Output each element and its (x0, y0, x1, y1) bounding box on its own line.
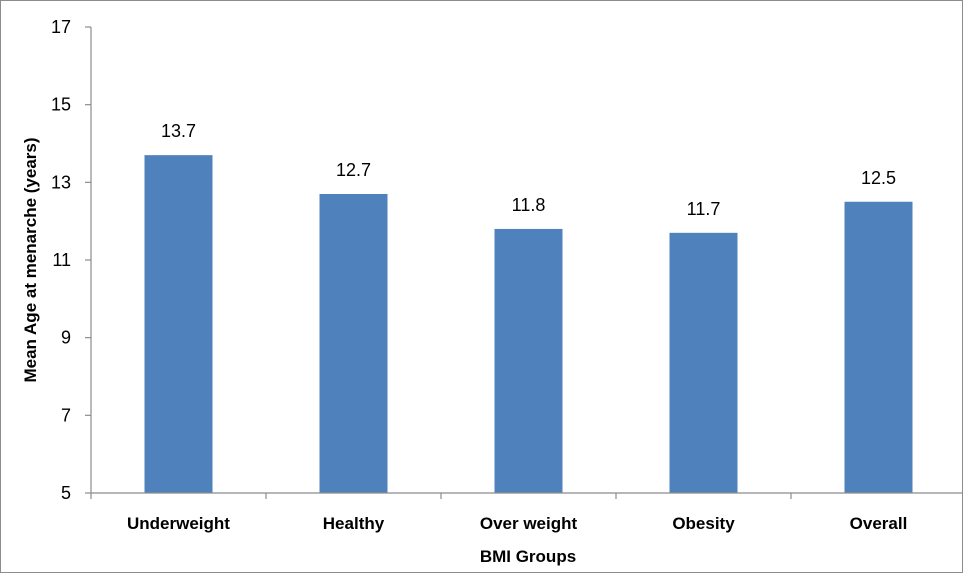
data-label: 13.7 (161, 121, 196, 141)
y-tick-label: 15 (51, 95, 71, 115)
x-axis-title: BMI Groups (480, 547, 576, 566)
bar-healthy (319, 193, 388, 493)
x-category-label: Healthy (323, 514, 385, 533)
y-tick-label: 5 (61, 483, 71, 503)
data-label: 11.8 (512, 195, 546, 215)
data-labels: 13.7 12.7 11.8 11.7 12.5 (161, 121, 896, 219)
y-axis-title: Mean Age at menarche (years) (21, 137, 40, 382)
x-axis-ticks: Underweight Healthy Over weight Obesity Over… (90, 493, 908, 533)
x-category-label: Obesity (672, 514, 735, 533)
y-tick-label: 9 (61, 328, 71, 348)
bar-underweight (144, 155, 213, 493)
y-axis-ticks: 5 7 9 11 13 15 17 (51, 17, 91, 503)
x-category-label: Underweight (127, 514, 230, 533)
data-label: 12.5 (861, 168, 896, 188)
y-tick-label: 17 (51, 17, 71, 37)
y-tick-label: 7 (61, 405, 71, 425)
data-label: 11.7 (687, 199, 721, 219)
y-tick-label: 11 (52, 250, 71, 270)
data-label: 12.7 (336, 160, 371, 180)
y-tick-label: 13 (51, 172, 71, 192)
x-category-label: Over weight (480, 514, 578, 533)
bar-overall (844, 201, 913, 493)
x-category-label: Overall (850, 514, 908, 533)
bars (144, 155, 913, 494)
bar-over-weight (494, 228, 563, 493)
bar-obesity (669, 232, 738, 494)
